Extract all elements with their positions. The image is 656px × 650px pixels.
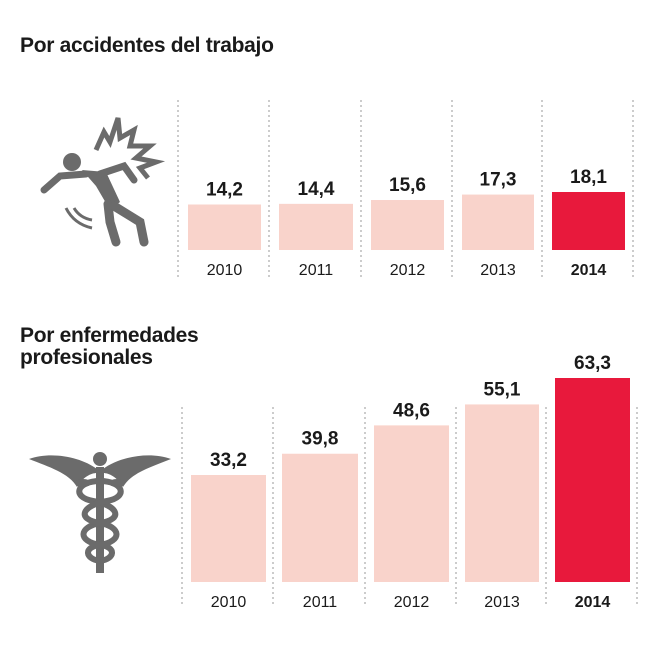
chart-title-accidents: Por accidentes del trabajo [20, 34, 274, 57]
caduceus-icon [29, 452, 171, 573]
data-label-2010: 14,2 [206, 179, 243, 200]
tick-label-2011: 2011 [303, 594, 338, 611]
tick-label-2014: 2014 [571, 262, 607, 279]
data-label-2011: 39,8 [302, 429, 339, 450]
bar-2011 [282, 453, 358, 582]
bar-2012 [374, 425, 449, 582]
tick-label-2010: 2010 [207, 262, 243, 279]
data-label-2012: 15,6 [389, 175, 426, 196]
tick-label-2013: 2013 [484, 594, 520, 611]
accidents-bar-chart: 14,2 2010 14,4 2011 15,6 2012 17,3 2013 18,1 2014 [177, 100, 634, 279]
bar-2013 [462, 194, 534, 250]
tick-label-2013: 2013 [480, 262, 516, 279]
bar-2012 [371, 200, 444, 250]
data-label-2014: 18,1 [570, 167, 607, 188]
chart-title-diseases: Por enfermedades profesionales [20, 324, 199, 369]
bar-2010 [191, 475, 266, 582]
tick-label-2010: 2010 [211, 594, 247, 611]
data-label-2013: 17,3 [480, 170, 517, 191]
diseases-bar-chart: 33,2 2010 39,8 2011 48,6 2012 55,1 2013 63,3 2014 [181, 353, 638, 611]
bar-2013 [465, 404, 539, 582]
bar-2014 [555, 378, 630, 582]
bar-2011 [279, 203, 353, 250]
tick-label-2011: 2011 [299, 262, 334, 279]
data-label-2011: 14,4 [298, 179, 335, 200]
tick-label-2012: 2012 [394, 594, 430, 611]
tick-label-2012: 2012 [390, 262, 426, 279]
data-label-2014: 63,3 [574, 353, 611, 374]
bar-2014 [552, 192, 625, 250]
data-label-2012: 48,6 [393, 400, 430, 421]
data-label-2010: 33,2 [210, 450, 247, 471]
tick-label-2014: 2014 [575, 594, 611, 611]
falling-person-icon [40, 117, 166, 247]
data-label-2013: 55,1 [484, 379, 521, 400]
bar-2010 [188, 204, 261, 250]
